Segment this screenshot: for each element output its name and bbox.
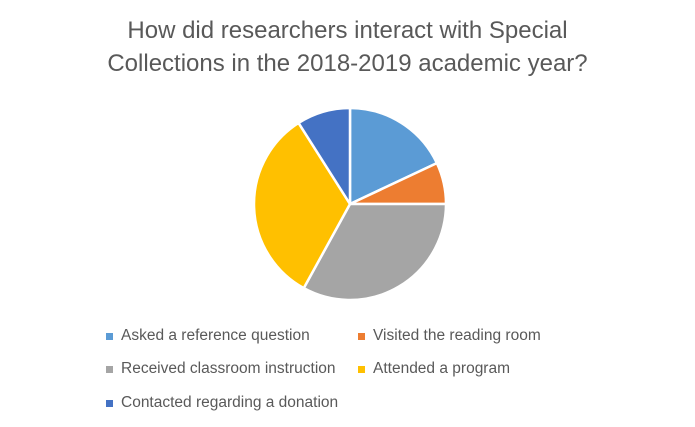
pie-chart [252,106,448,302]
pie-slice-asked-a-reference-question [348,106,439,206]
legend-label-donation: Contacted regarding a donation [121,394,339,411]
legend-swatch-reading-room [358,332,365,340]
legend-swatch-classroom-instruction [106,365,113,373]
chart-title-line-1: How did researchers interact with Specia… [127,17,568,44]
chart-title-line-2: Collections in the 2018-2019 academic ye… [107,50,588,77]
pie-slice-attended-a-program [252,121,352,290]
legend-item-attended-program: Attended a program [358,360,510,378]
legend-label-reference-question: Asked a reference question [121,327,310,344]
legend-item-donation: Contacted regarding a donation [106,394,338,412]
legend-item-reference-question: Asked a reference question [106,327,310,345]
legend-label-attended-program: Attended a program [373,360,511,377]
pie-slice-contacted-regarding-a-donation [297,106,352,206]
legend-swatch-donation [106,399,113,407]
chart-title: How did researchers interact with Specia… [0,14,695,80]
legend-item-classroom-instruction: Received classroom instruction [106,360,336,378]
legend-swatch-reference-question [106,332,113,340]
legend-item-reading-room: Visited the reading room [358,327,541,345]
legend-label-classroom-instruction: Received classroom instruction [121,360,336,377]
legend-label-reading-room: Visited the reading room [373,327,541,344]
legend-swatch-attended-program [358,365,365,373]
pie-slice-received-classroom-instruction [302,202,448,302]
